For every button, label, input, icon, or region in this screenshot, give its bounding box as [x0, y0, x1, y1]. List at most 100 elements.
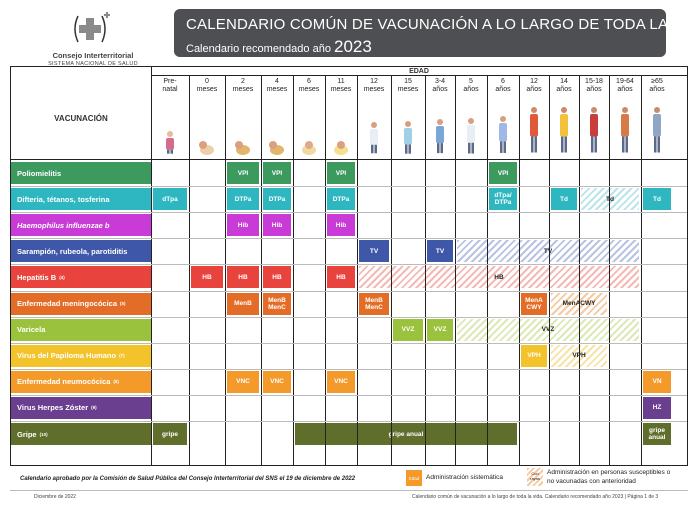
age-unit: años — [432, 86, 448, 93]
age-header-12: 14 años — [549, 78, 579, 94]
age-figure-icon — [334, 141, 348, 155]
age-value: 6 — [501, 78, 505, 85]
dose-label: VNC — [270, 378, 284, 386]
dose-label: HB — [336, 273, 346, 281]
vaccination-table: EDAD VACUNACIÓN Pre-natal 0 meses 2 meses 4 me… — [10, 66, 688, 466]
age-header-5: 11 meses — [325, 78, 357, 94]
year: 2023 — [334, 37, 372, 56]
age-figure-icon — [370, 122, 378, 154]
age-value: ≥65 — [651, 78, 663, 85]
dose-label: DTPa — [234, 195, 252, 203]
age-header-2: 2 meses — [225, 78, 261, 94]
dose-block: Td — [551, 188, 577, 211]
age-figure-icon — [467, 117, 475, 154]
row-divider — [11, 186, 687, 188]
vaccine-label: Haemophilus influenzae b — [17, 220, 110, 230]
dose-label: dTpa/ — [494, 192, 512, 200]
vaccine-name: Difteria, tétanos, tosferina — [11, 188, 151, 211]
age-header-1: 0 meses — [189, 78, 225, 94]
dose-label: VNC — [334, 378, 348, 386]
vaccine-label: Enfermedad meningocócica — [17, 299, 118, 309]
dose-label: MenB — [234, 300, 252, 308]
dose-label: VPH — [527, 352, 541, 360]
age-value: 14 — [560, 78, 568, 85]
dose-label: HB — [238, 273, 248, 281]
age-unit: años — [649, 86, 665, 93]
logo: Consejo Interterritorial SISTEMA NACIONA… — [18, 10, 168, 68]
age-unit: años — [526, 86, 542, 93]
footer-rule — [10, 490, 688, 491]
dose-label: DTPa — [494, 199, 512, 207]
age-header-4: 6 meses — [293, 78, 325, 94]
dose-label: HZ — [652, 404, 662, 412]
dose-label: VPI — [237, 169, 249, 177]
dose-block: VPI — [227, 162, 259, 185]
age-header-10: 6 años — [487, 78, 519, 94]
approval-note: Calendario aprobado por la Comisión de S… — [20, 476, 356, 482]
row-divider — [11, 368, 687, 370]
dose-label: HB — [272, 273, 282, 281]
age-figure-icon — [199, 141, 214, 155]
dose-block: HB — [263, 266, 291, 289]
age-figure-icon — [560, 107, 568, 153]
dose-label: MenB — [365, 296, 383, 304]
column-divider — [261, 76, 262, 466]
dose-block: VPI — [489, 162, 517, 185]
age-figure-icon — [269, 141, 284, 155]
dose-label: MenA — [525, 296, 543, 304]
dose-label: VPI — [271, 169, 283, 177]
age-figure-icon — [530, 107, 538, 153]
age-unit: meses — [397, 86, 419, 93]
column-divider — [579, 76, 580, 466]
age-value: 3-4 — [434, 78, 446, 85]
footer-page-info: Calendario común de vacunación a lo larg… — [412, 494, 659, 500]
age-header-13: 15-18 años — [579, 78, 609, 94]
age-header-11: 12 años — [519, 78, 549, 94]
dose-block: gripe anual — [643, 423, 671, 446]
dose-label: MenC — [268, 303, 286, 311]
vaccine-name: Enfermedad neumocócica (8) — [11, 370, 151, 393]
dose-block: VPI — [327, 162, 355, 185]
footnote-ref: (8) — [113, 379, 119, 385]
divider — [11, 159, 687, 160]
age-unit: años — [495, 86, 511, 93]
dose-block: gripe anual — [295, 423, 517, 446]
dose-label: TV — [369, 247, 379, 255]
dose-label: TV — [435, 247, 445, 255]
dose-label: VPI — [335, 169, 347, 177]
column-divider — [641, 76, 642, 466]
age-header-15: ≥65 años — [641, 78, 673, 94]
dose-label: VVZ — [541, 326, 555, 334]
dose-block: dTpa — [153, 188, 187, 211]
dose-block: TV — [427, 240, 453, 263]
vaccine-label: Gripe — [17, 429, 37, 439]
vaccine-label: Varicela — [17, 325, 46, 335]
dose-block: VNC — [263, 370, 291, 393]
dose-label: MenC — [365, 303, 383, 311]
age-figure-icon — [621, 107, 629, 153]
column-divider — [293, 76, 294, 466]
age-unit: meses — [196, 86, 218, 93]
age-value: 5 — [469, 78, 473, 85]
dose-label: MenB — [268, 296, 286, 304]
age-figure-icon — [499, 116, 507, 153]
age-value: Pre- — [163, 78, 177, 85]
column-divider — [391, 76, 392, 466]
vaccine-label: Virus Herpes Zóster — [17, 403, 89, 413]
age-figure-icon — [302, 141, 316, 155]
age-unit: meses — [298, 86, 320, 93]
logo-sub: SISTEMA NACIONAL DE SALUD — [48, 61, 138, 67]
row-divider — [11, 290, 687, 292]
column-divider — [225, 76, 226, 466]
catchup-block: HB — [359, 266, 639, 289]
dose-label: CWY — [526, 303, 542, 311]
vaccine-label: Poliomielitis — [17, 168, 62, 178]
dose-block: DTPa — [227, 188, 259, 211]
dose-label: DTPa — [332, 195, 350, 203]
health-cross-icon — [74, 12, 110, 43]
vaccine-name: Varicela — [11, 318, 151, 341]
dose-block: HB — [191, 266, 223, 289]
dose-block: MenB MenC — [359, 292, 389, 315]
age-value: 4 — [275, 78, 279, 85]
footnote-ref: (7) — [119, 353, 125, 359]
